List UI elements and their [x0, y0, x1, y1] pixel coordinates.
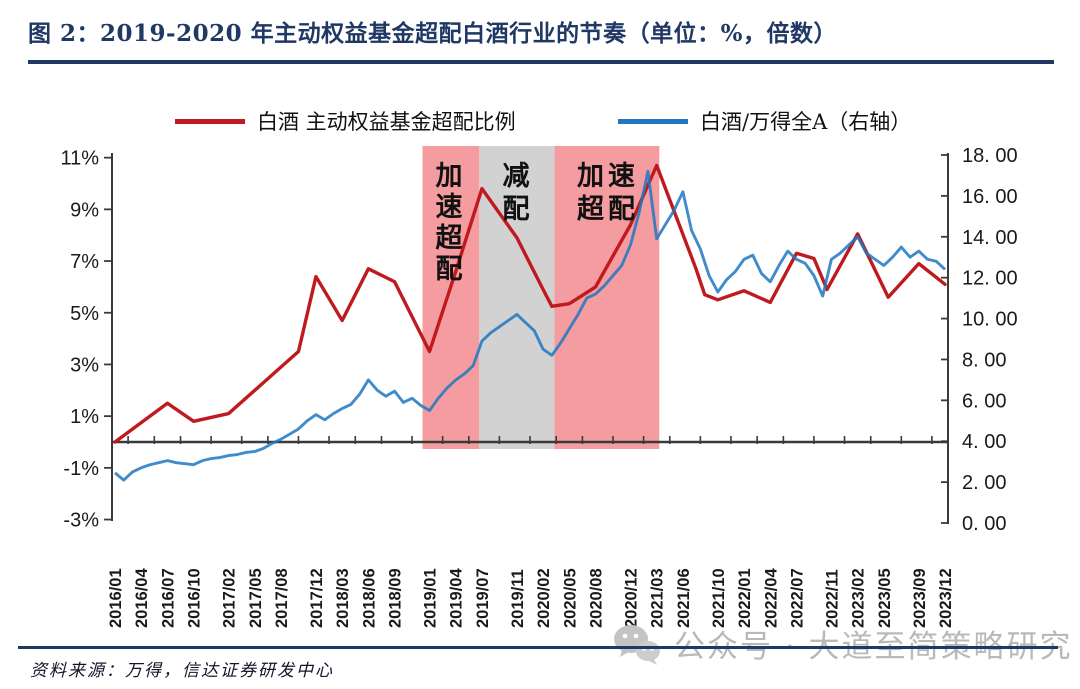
left-axis-tick-label: 5%: [70, 303, 99, 325]
right-axis-tick-label: 12. 00: [962, 268, 1018, 290]
x-axis-tick-label: 2020/12: [622, 568, 640, 628]
x-axis-tick-label: 2020/05: [561, 568, 579, 628]
x-axis-tick-label: 2018/09: [387, 568, 405, 628]
x-axis-tick-label: 2016/10: [186, 568, 204, 628]
highlight-band: [479, 146, 555, 449]
x-axis-tick-label: 2023/12: [937, 568, 955, 628]
x-axis-tick-label: 2020/02: [535, 568, 553, 628]
x-axis-tick-label: 2021/06: [675, 568, 693, 628]
right-axis-tick-label: 6. 00: [962, 390, 1006, 412]
right-axis-tick-label: 8. 00: [962, 349, 1006, 371]
x-axis-tick-label: 2019/04: [448, 568, 466, 628]
x-axis-tick-label: 2023/09: [911, 568, 929, 628]
right-axis-tick-label: 4. 00: [962, 431, 1006, 453]
watermark: 公众号 · 大道至简策略研究: [612, 621, 1073, 666]
x-axis-tick-label: 2021/10: [710, 568, 728, 628]
legend-red-line-swatch: [175, 118, 245, 124]
x-axis-tick-label: 2022/04: [762, 568, 780, 628]
left-axis-tick-label: 9%: [70, 199, 99, 221]
left-axis-tick-label: -3%: [63, 510, 99, 532]
x-axis-tick-label: 2018/03: [334, 568, 352, 628]
title-divider: [28, 60, 1054, 64]
right-axis-tick-label: 18. 00: [962, 145, 1018, 167]
x-axis-tick-label: 2019/11: [509, 569, 527, 628]
band-annotation-text: 加: [436, 161, 463, 192]
figure-title: 图 2：2019-2020 年主动权益基金超配白酒行业的节奏（单位：%，倍数）: [28, 20, 837, 47]
legend-item-overweight: 白酒 主动权益基金超配比例: [175, 106, 516, 136]
left-axis-tick-label: 1%: [70, 406, 99, 428]
source-note: 资料来源：万得，信达证券研发中心: [30, 661, 334, 681]
footer-divider: [18, 646, 1058, 649]
band-annotation-text: 超配: [577, 194, 639, 225]
left-axis-tick-label: 7%: [70, 251, 99, 273]
band-annotation-text: 速: [436, 192, 463, 223]
x-axis-tick-label: 2017/05: [247, 568, 265, 628]
x-axis-tick-label: 2017/12: [308, 568, 326, 628]
wechat-icon: [614, 624, 660, 665]
right-axis-tick-label: 2. 00: [962, 472, 1006, 494]
series-blue-ratio-line: [114, 169, 946, 482]
band-annotation-text: 超: [436, 223, 464, 254]
x-axis-tick-label: 2019/07: [474, 568, 492, 628]
right-axis-tick-label: 10. 00: [962, 309, 1018, 331]
x-axis-tick-label: 2021/03: [649, 568, 667, 628]
x-axis-tick-label: 2016/07: [159, 568, 177, 628]
legend-label: 白酒/万得全A（右轴）: [700, 110, 912, 134]
x-axis-tick-label: 2016/04: [133, 568, 151, 628]
x-axis-tick-label: 2016/01: [107, 568, 125, 628]
series-red-overweight-line: [113, 163, 947, 444]
right-axis-tick-label: 16. 00: [962, 186, 1018, 208]
right-axis-tick-label: 14. 00: [962, 227, 1018, 249]
band-annotation-text: 配: [436, 254, 463, 285]
legend-blue-line-swatch: [618, 118, 688, 124]
left-axis-tick-label: 11%: [60, 148, 99, 170]
band-annotation-text: 减: [503, 161, 530, 192]
x-axis-tick-label: 2022/07: [788, 568, 806, 628]
x-axis-tick-label: 2020/08: [588, 568, 606, 628]
left-axis-tick-label: -1%: [63, 458, 99, 480]
band-annotation-text: 加速: [577, 161, 639, 192]
x-axis-tick-label: 2023/02: [850, 568, 868, 628]
x-axis-tick-label: 2018/06: [360, 568, 378, 628]
x-axis-tick-label: 2022/11: [823, 569, 841, 628]
watermark-text: 公众号 · 大道至简策略研究: [674, 629, 1073, 665]
band-annotation-text: 配: [503, 194, 530, 225]
x-axis-tick-label: 2023/05: [876, 568, 894, 628]
highlight-band: [422, 146, 480, 449]
chart-legend: 白酒 主动权益基金超配比例 白酒/万得全A（右轴）: [0, 106, 1080, 134]
x-axis-tick-label: 2017/08: [273, 568, 291, 628]
x-axis-tick-label: 2022/01: [736, 568, 754, 628]
x-axis-tick-label: 2019/01: [422, 568, 440, 628]
x-axis-tick-label: 2017/02: [221, 568, 239, 628]
legend-label: 白酒 主动权益基金超配比例: [257, 110, 516, 134]
legend-item-ratio: 白酒/万得全A（右轴）: [618, 106, 911, 136]
right-axis-tick-label: 0. 00: [962, 513, 1006, 535]
left-axis-tick-label: 3%: [70, 354, 99, 376]
